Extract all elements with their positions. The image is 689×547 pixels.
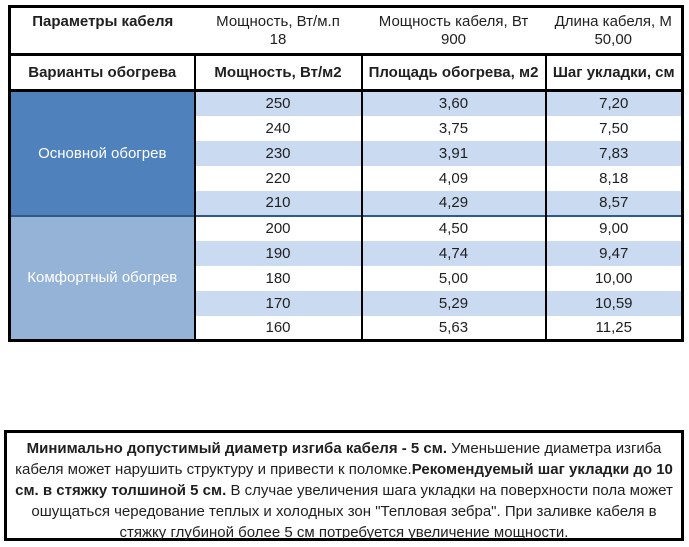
table-row: 240 3,75 7,50 xyxy=(10,115,683,141)
note-text-segment: Минимально допустимый диаметр изгиба каб… xyxy=(26,440,448,457)
table-row: 190 4,74 9,47 xyxy=(10,240,683,266)
column-header-cell: Площадь обогрева, м2 xyxy=(360,53,546,92)
data-cell: 5,63 xyxy=(360,315,546,341)
param-label-cell: Длина кабеля, М xyxy=(554,12,672,30)
data-cell: 240 xyxy=(265,119,291,137)
note-text-segment: Рекомендуемый шаг укладки до 10 см. в ст… xyxy=(15,461,673,499)
data-cell: 4,50 xyxy=(360,214,546,241)
param-value-cell xyxy=(10,31,195,55)
data-cell: 170 xyxy=(194,290,362,316)
data-cell: 3,75 xyxy=(360,115,546,141)
section-label-cell: Основной обогрев xyxy=(9,90,196,216)
data-cell: 200 xyxy=(194,214,362,241)
data-cell: 160 xyxy=(265,318,291,336)
data-cell: 11,25 xyxy=(544,315,683,341)
data-cell: 190 xyxy=(194,240,362,266)
data-cell: 5,00 xyxy=(360,265,546,291)
data-cell: 230 xyxy=(194,140,362,166)
table-head-section: Параметры кабеля Мощность, Вт/м.п Мощнос… xyxy=(9,7,683,92)
data-cell: 210 xyxy=(194,190,362,216)
data-cell: 4,74 xyxy=(360,240,546,266)
column-header-cell: Мощность, Вт/м2 xyxy=(193,53,362,92)
param-value-cell: 18 xyxy=(269,31,287,49)
params-value-row: 18 900 50,00 xyxy=(10,31,683,55)
table-row: 210 4,29 8,57 xyxy=(10,190,683,216)
note-text-segment: В случае увеличения шага укладки на пове… xyxy=(31,482,673,541)
column-header-cell: Варианты обогрева xyxy=(9,53,195,92)
data-cell: 3,91 xyxy=(360,140,546,166)
data-cell: 7,83 xyxy=(544,140,683,166)
column-header-row: Варианты обогрева Мощность, Вт/м2 Площад… xyxy=(9,53,683,92)
note-box: Минимально допустимый диаметр изгиба каб… xyxy=(4,430,684,541)
table-body: Основной обогрев 250 3,60 7,20 240 3,75 7,50 23… xyxy=(9,90,683,341)
data-cell: 10,00 xyxy=(544,265,683,291)
note-text-segment: Уменьшение диаметра изгиба кабеля может … xyxy=(15,440,662,478)
table-row: 160 5,63 11,25 xyxy=(10,315,683,341)
data-cell: 5,29 xyxy=(360,290,546,316)
table-row: 230 3,91 7,83 xyxy=(10,140,683,166)
data-cell: 180 xyxy=(265,269,291,287)
data-cell: 7,20 xyxy=(544,90,683,116)
column-header-cell: Шаг укладки, см xyxy=(544,53,683,92)
data-cell: 4,09 xyxy=(360,165,546,191)
data-cell: 9,47 xyxy=(544,240,683,266)
data-cell: 10,59 xyxy=(544,290,683,316)
param-label-cell: Мощность кабеля, Вт xyxy=(378,12,529,30)
section-label-cell: Комфортный обогрев xyxy=(9,214,196,341)
table-row: 170 5,29 10,59 xyxy=(10,290,683,316)
data-cell: 220 xyxy=(265,169,291,187)
data-cell: 3,60 xyxy=(360,90,546,116)
data-cell: 250 xyxy=(194,90,362,116)
cable-parameters-table: Параметры кабеля Мощность, Вт/м.п Мощнос… xyxy=(8,5,684,342)
param-value-cell: 50,00 xyxy=(594,31,633,49)
table-row: 180 5,00 10,00 xyxy=(10,265,683,291)
param-label-cell: Мощность, Вт/м.п xyxy=(216,12,340,30)
data-cell: 9,00 xyxy=(544,214,683,241)
param-value-cell: 900 xyxy=(440,31,467,49)
data-cell: 4,29 xyxy=(360,190,546,216)
table-row: 220 4,09 8,18 xyxy=(10,165,683,191)
table-row: Комфортный обогрев 200 4,50 9,00 xyxy=(9,214,683,341)
table-row: Основной обогрев 250 3,60 7,20 xyxy=(9,90,683,216)
data-cell: 8,18 xyxy=(544,165,683,191)
data-cell: 8,57 xyxy=(544,190,683,216)
data-cell: 7,50 xyxy=(544,115,683,141)
params-title-cell: Параметры кабеля xyxy=(32,12,174,30)
params-label-row: Параметры кабеля Мощность, Вт/м.п Мощнос… xyxy=(10,7,683,31)
